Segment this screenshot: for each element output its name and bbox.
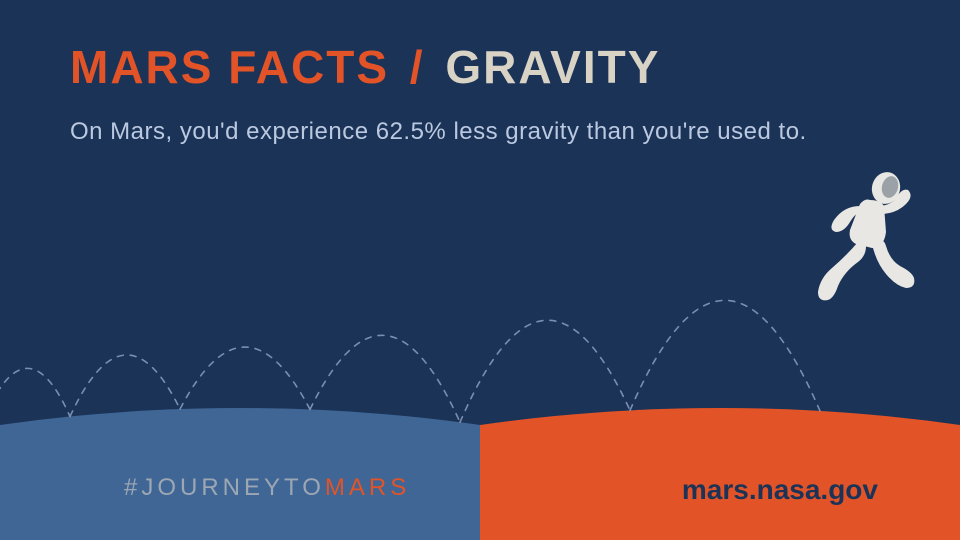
hashtag-prefix: #JOURNEYTO [124,474,325,501]
title-part-1: MARS FACTS [70,41,389,93]
title-separator: / [410,41,425,93]
subtitle: On Mars, you'd experience 62.5% less gra… [70,118,807,146]
astronaut-icon [810,170,920,310]
title: MARS FACTS / GRAVITY [70,40,660,94]
title-part-2: GRAVITY [445,41,660,93]
url: mars.nasa.gov [682,474,878,506]
hashtag: #JOURNEYTOMARS [124,474,410,502]
infographic-canvas: MARS FACTS / GRAVITY On Mars, you'd expe… [0,0,960,540]
hashtag-suffix: MARS [325,474,410,501]
